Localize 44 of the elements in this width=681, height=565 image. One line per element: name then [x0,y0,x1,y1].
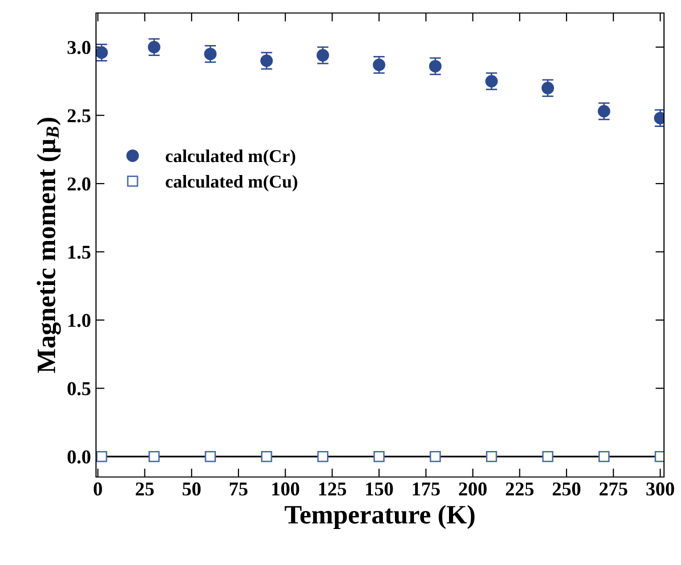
x-tick-label: 25 [136,482,154,496]
x-tick-label: 100 [272,482,300,496]
y-tick-label: 2.5 [68,109,90,122]
point [486,450,498,462]
x-tick-label: 275 [600,482,628,496]
legend-label: calculated m(Cr) [166,149,296,166]
y-tick-label: 0.5 [68,382,90,396]
point [204,48,217,60]
point [374,450,385,462]
point [598,450,610,462]
y-axis-title: Magnetic moment (μ$_{B}$) [36,118,61,373]
point [148,450,160,462]
point [598,105,610,118]
point [542,82,554,94]
point [260,54,273,68]
point [316,49,330,62]
legend-label: calculated m(Cu) [166,175,298,192]
x-tick-label: 125 [319,482,346,496]
point [372,58,386,72]
y-tick-label: 2.0 [68,177,90,191]
x-tick-label: 300 [646,482,674,496]
point [430,450,441,462]
point [261,450,272,462]
point [429,60,442,72]
x-tick-label: 225 [506,482,534,496]
x-tick-label: 0 [94,482,102,496]
x-tick-label: 75 [230,482,248,496]
y-tick-label: 1.5 [68,246,90,259]
x-tick-label: 250 [552,482,580,496]
y-tick-label: 0.0 [68,450,90,464]
point [204,450,216,462]
point [542,450,554,462]
x-tick-label: 200 [459,482,487,496]
x-tick-label: 175 [412,482,440,496]
x-tick-label: 50 [182,482,201,496]
x-axis-title: Temperature (K) [284,505,474,529]
point [317,450,328,462]
x-tick-label: 150 [366,482,393,496]
y-tick-label: 3.0 [68,40,90,54]
point [485,74,498,88]
point [96,46,108,59]
point [148,40,160,54]
y-tick-label: 1.0 [68,314,90,328]
point [96,450,108,462]
